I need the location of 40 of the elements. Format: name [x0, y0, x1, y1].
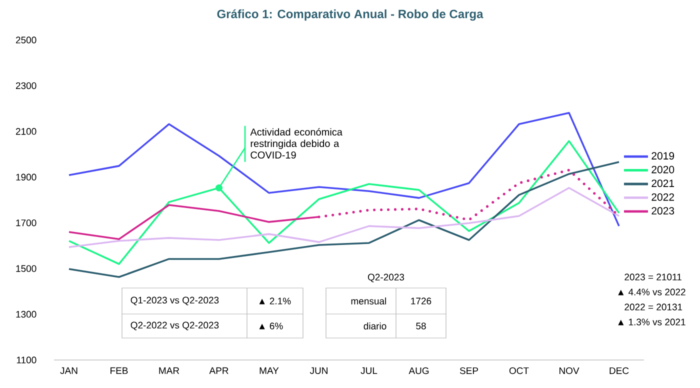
- x-tick-label: JUN: [310, 367, 328, 374]
- y-tick-label: 2100: [16, 128, 36, 135]
- annotation: Actividad económica restringida debido a COVID-19: [250, 128, 342, 159]
- legend-label: 2020: [652, 166, 674, 174]
- x-tick-label: MAR: [159, 367, 180, 374]
- annotation: 2023 = 21011: [624, 274, 682, 280]
- x-tick-label: MAY: [260, 367, 279, 374]
- annotation: diario: [364, 322, 386, 330]
- y-tick-label: 2300: [16, 82, 36, 90]
- y-tick-label: 1500: [16, 265, 36, 272]
- y-tick-label: 1900: [16, 174, 36, 181]
- x-tick-label: JAN: [60, 367, 78, 374]
- annotation: Q2-2023: [368, 274, 404, 282]
- x-tick-label: APR: [209, 367, 228, 374]
- annotation: 58: [416, 322, 426, 330]
- x-tick-label: AUG: [408, 367, 429, 374]
- annotation: 1726: [411, 298, 432, 304]
- x-tick-label: FEB: [110, 367, 128, 374]
- y-tick-label: 1700: [16, 219, 36, 226]
- legend-label: 2022: [652, 193, 674, 201]
- annotation: ▲ 6%: [259, 322, 283, 330]
- chart-title: Gráfico 1: Comparativo Anual - Robo de Carga: [217, 9, 484, 21]
- annotation: ▲ 2.1%: [259, 298, 291, 304]
- x-tick-label: DEC: [610, 367, 629, 374]
- x-tick-label: OCT: [509, 367, 529, 374]
- annotation: Q1-2023 vs Q2-2023: [130, 296, 219, 306]
- annotation: ▲ 4.4% vs 2022: [618, 288, 686, 296]
- y-tick-label: 1100: [16, 356, 36, 364]
- annotation: Q2-2022 vs Q2-2023: [130, 322, 219, 330]
- y-tick-label: 1300: [16, 310, 36, 318]
- y-tick-label: 2500: [16, 36, 36, 44]
- legend-label: 2023: [652, 207, 674, 215]
- x-tick-label: JUL: [360, 367, 378, 374]
- x-tick-label: NOV: [559, 367, 580, 374]
- annotation: ▲ 1.3% vs 2021: [618, 318, 686, 326]
- annotation: mensual: [351, 298, 386, 304]
- annotation: 2022 = 20131: [624, 304, 682, 310]
- legend-label: 2019: [652, 152, 674, 160]
- x-tick-label: SEP: [460, 367, 478, 374]
- legend-label: 2021: [652, 180, 674, 188]
